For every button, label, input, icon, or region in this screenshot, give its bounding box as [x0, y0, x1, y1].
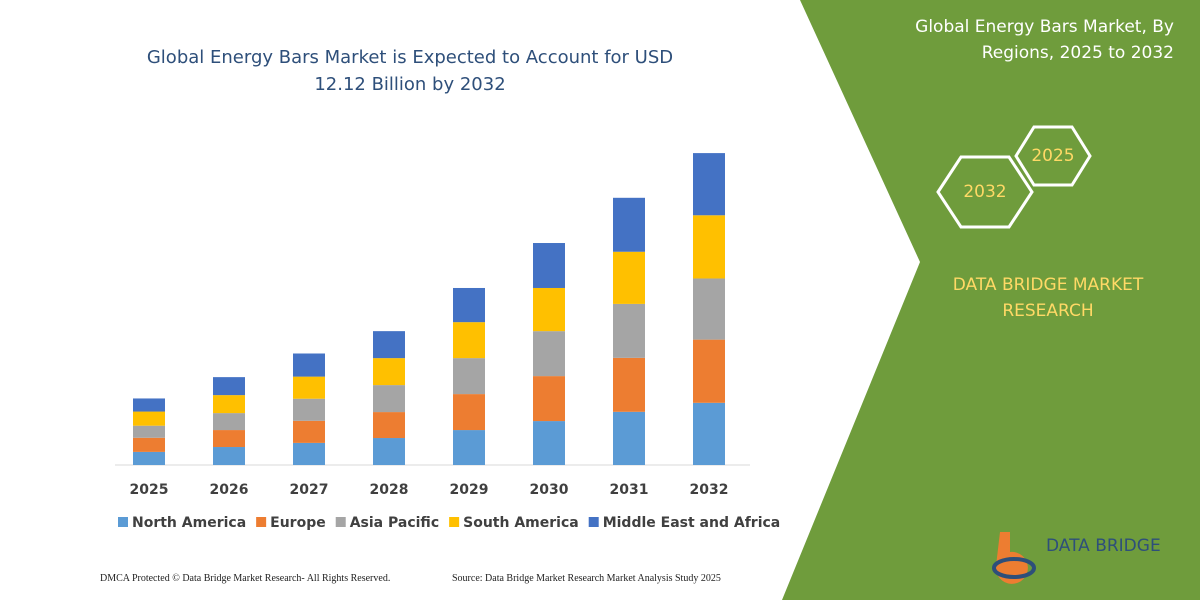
bar-segment [453, 287, 485, 323]
legend-swatch [449, 517, 460, 527]
bar-segment [213, 447, 245, 465]
legend-label: South America [463, 515, 579, 531]
x-tick-label: 2027 [290, 482, 329, 498]
bar-segment [613, 197, 645, 252]
copyright: DMCA Protected © Data Bridge Market Rese… [100, 573, 391, 584]
bar-segment [133, 425, 165, 438]
legend-swatch [118, 517, 128, 527]
bar-segment [293, 442, 325, 465]
logo: DATA BRIDGE [992, 532, 1161, 584]
bar-segment [453, 394, 485, 431]
side-panel [782, 0, 1200, 600]
bar-segment [213, 413, 245, 431]
panel-title: Global Energy Bars Market, By Regions, 2… [915, 17, 1174, 63]
bar-segment [533, 331, 565, 377]
bar-segment [373, 438, 405, 465]
bar-segment [693, 153, 725, 216]
bar-segment [213, 395, 245, 414]
bar-segment [693, 215, 725, 279]
bar-segment [453, 430, 485, 465]
bar-segment [693, 278, 725, 340]
bar-segment [373, 385, 405, 413]
bar-segment [293, 353, 325, 377]
bar-segment [293, 420, 325, 443]
bar-segment [133, 451, 165, 465]
logo-text: DATA BRIDGE [1046, 536, 1161, 556]
legend-label: Asia Pacific [350, 515, 439, 531]
bar-segment [293, 376, 325, 399]
bar-segment [533, 243, 565, 288]
bar-segment [213, 377, 245, 396]
bar-segment [373, 358, 405, 386]
legend-label: Europe [270, 515, 326, 531]
legend-swatch [256, 517, 267, 527]
bar-segment [613, 411, 645, 465]
bar-segment [533, 287, 565, 332]
hexagon-label: 2032 [963, 182, 1006, 202]
legend-swatch [588, 517, 599, 527]
bar-segment [213, 430, 245, 448]
hexagon-label: 2025 [1031, 146, 1074, 166]
bar-segment [453, 358, 485, 395]
x-tick-label: 2025 [130, 482, 169, 498]
brand-name: DATA BRIDGE MARKET RESEARCH [952, 275, 1144, 321]
bar-segment [533, 376, 565, 422]
bar-segment [453, 322, 485, 359]
bar-segment [293, 398, 325, 421]
bar-segment [133, 398, 165, 412]
bar-segment [693, 339, 725, 403]
x-tick-label: 2028 [370, 482, 409, 498]
logo-ring [992, 557, 1036, 579]
bar-segment [613, 251, 645, 304]
bar-segment [133, 411, 165, 426]
hexagon [936, 155, 1034, 229]
x-tick-label: 2026 [210, 482, 249, 498]
bar-segment [693, 402, 725, 465]
hexagon [1014, 125, 1092, 187]
legend-label: North America [132, 515, 246, 531]
x-tick-label: 2029 [450, 482, 489, 498]
bar-segment [373, 331, 405, 359]
plot: 2025 2026 2027 2028 2029 2030 2031 2032 North Am… [118, 153, 780, 531]
bar-segment [613, 303, 645, 358]
bar-segment [613, 357, 645, 412]
x-tick-label: 2030 [530, 482, 569, 498]
legend-label: Middle East and Africa [603, 515, 781, 531]
bar-segment [373, 412, 405, 439]
bar-segment [133, 437, 165, 452]
x-tick-label: 2032 [690, 482, 729, 498]
chart-title: Global Energy Bars Market is Expected to… [146, 47, 674, 95]
bar-segment [533, 421, 565, 465]
source: Source: Data Bridge Market Research Mark… [452, 573, 721, 584]
legend-swatch [335, 517, 346, 527]
x-tick-label: 2031 [610, 482, 649, 498]
